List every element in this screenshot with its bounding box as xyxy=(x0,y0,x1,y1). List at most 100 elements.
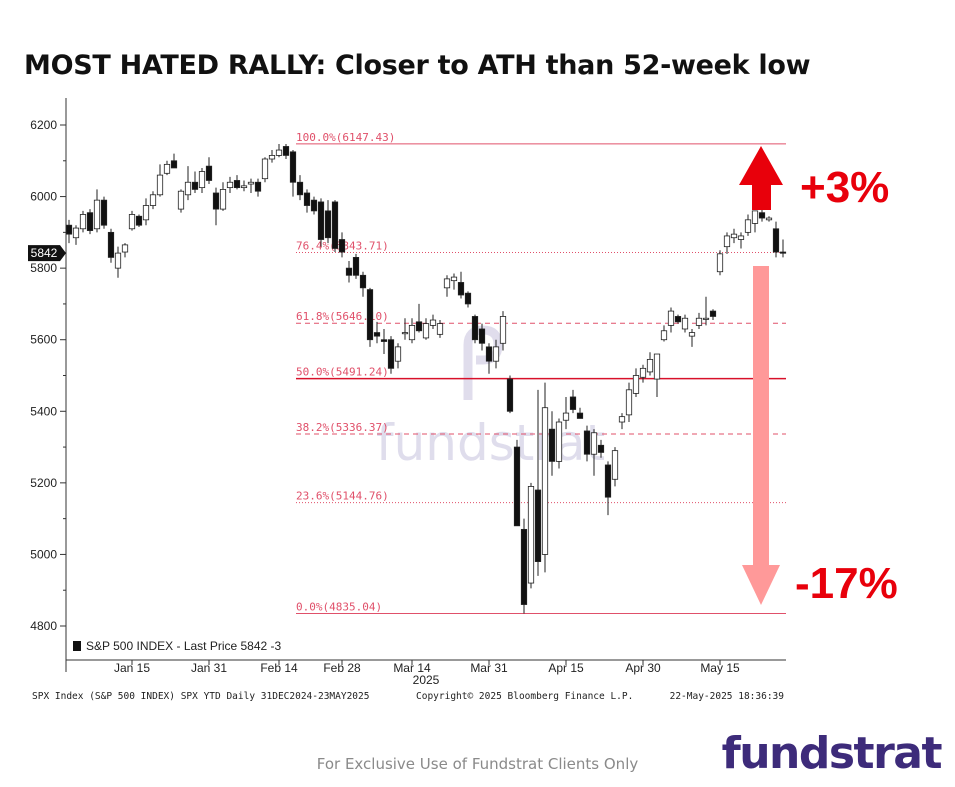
x-tick-label: Apr 30 xyxy=(625,661,661,675)
candle-body xyxy=(737,235,745,240)
candle-body xyxy=(345,267,353,276)
source-left: SPX Index (S&P 500 INDEX) SPX YTD Daily … xyxy=(32,691,369,702)
candle-body xyxy=(310,199,318,212)
y-tick-label: 5400 xyxy=(30,404,57,418)
candle-body xyxy=(163,163,171,174)
candle-body xyxy=(107,231,115,258)
candle-body xyxy=(198,171,206,189)
candle-body xyxy=(562,412,570,421)
candle-body xyxy=(716,253,724,273)
x-tick-label: Jan 15 xyxy=(114,661,150,675)
candle-body xyxy=(660,330,668,341)
candle-body xyxy=(366,289,374,341)
candle-body xyxy=(72,227,80,239)
candle-body xyxy=(86,212,94,231)
candle-body xyxy=(534,489,542,562)
candle-body xyxy=(548,428,556,462)
chart-title: MOST HATED RALLY: Closer to ATH than 52-… xyxy=(24,50,811,81)
x-tick-label: Feb 14 xyxy=(260,661,298,675)
candle-body xyxy=(93,199,101,230)
candle-body xyxy=(429,319,437,326)
candle-body xyxy=(289,151,297,183)
candle-body xyxy=(471,316,479,341)
price-chart: fundstrat 100.0%(6147.43)76.4%(5843.71)6… xyxy=(28,98,898,702)
year-label: 2025 xyxy=(413,673,440,687)
candle-body xyxy=(170,160,178,169)
source-copyright: Copyright© 2025 Bloomberg Finance L.P. xyxy=(416,691,633,702)
candle-body xyxy=(611,450,619,480)
candle-body xyxy=(653,353,661,380)
candle-body xyxy=(338,239,346,253)
candle-body xyxy=(478,328,486,344)
candle-body xyxy=(359,274,367,289)
candle-body xyxy=(674,316,682,323)
x-tick-label: Jan 31 xyxy=(191,661,227,675)
candle-body xyxy=(765,217,773,221)
y-tick-label: 5200 xyxy=(30,476,57,490)
candle-body xyxy=(751,210,759,224)
up-percent-label: +3% xyxy=(800,163,889,212)
candle-body xyxy=(702,317,710,320)
candle-body xyxy=(324,210,332,239)
y-tick-label: 5000 xyxy=(30,547,57,561)
last-price-tag-label: 5842 xyxy=(31,246,58,260)
watermark-icon xyxy=(463,325,503,400)
candle-body xyxy=(275,149,283,156)
candle-body xyxy=(695,317,703,326)
candle-body xyxy=(296,181,304,196)
watermark-text: fundstrat xyxy=(376,414,605,472)
footer-disclaimer: For Exclusive Use of Fundstrat Clients O… xyxy=(316,755,639,773)
candle-body xyxy=(744,219,752,233)
down-arrow xyxy=(742,266,780,605)
candle-body xyxy=(492,346,500,362)
candle-body xyxy=(646,358,654,373)
candle-body xyxy=(520,528,528,605)
candle-body xyxy=(457,282,465,296)
candle-body xyxy=(709,310,717,317)
candle-body xyxy=(499,316,507,344)
candle-body xyxy=(331,201,339,249)
candle-body xyxy=(303,192,311,206)
y-tick-label: 5800 xyxy=(30,261,57,275)
candle-body xyxy=(268,155,276,160)
candle-body xyxy=(156,174,164,196)
candle-body xyxy=(772,228,780,253)
y-tick-label: 6000 xyxy=(30,190,57,204)
candle-body xyxy=(576,412,584,419)
candle-body xyxy=(618,416,626,423)
last-price-tag-pointer xyxy=(60,245,66,262)
candle-body xyxy=(450,276,458,282)
candle-body xyxy=(758,212,766,219)
candle-body xyxy=(506,378,514,412)
candle-body xyxy=(100,199,108,226)
candle-body xyxy=(79,214,87,230)
candle-body xyxy=(632,375,640,394)
candle-body xyxy=(597,444,605,453)
candle-body xyxy=(555,421,563,462)
candle-body xyxy=(394,346,402,362)
candle-body xyxy=(387,339,395,369)
candle-body xyxy=(408,324,416,341)
candle-body xyxy=(604,464,612,498)
up-arrow xyxy=(739,146,783,210)
x-tick-label: Mar 14 xyxy=(393,661,431,675)
y-tick-label: 4800 xyxy=(30,619,57,633)
candle-body xyxy=(415,321,423,332)
candle-body xyxy=(317,201,325,240)
candle-body xyxy=(226,181,234,189)
x-tick-label: Feb 28 xyxy=(323,661,361,675)
fib-label: 50.0%(5491.24) xyxy=(296,366,389,379)
candle-body xyxy=(65,224,73,235)
candle-body xyxy=(380,339,388,342)
candle-body xyxy=(590,432,598,455)
candle-body xyxy=(436,323,444,335)
candle-body xyxy=(212,192,220,210)
source-timestamp: 22-May-2025 18:36:39 xyxy=(670,691,785,702)
fib-label: 38.2%(5336.37) xyxy=(296,421,389,434)
candle-body xyxy=(177,190,185,210)
candle-body xyxy=(625,389,633,416)
candle-body xyxy=(723,235,731,248)
fib-label: 61.8%(5646.10) xyxy=(296,310,389,323)
candle-body xyxy=(205,165,213,181)
candle-body xyxy=(184,181,192,196)
